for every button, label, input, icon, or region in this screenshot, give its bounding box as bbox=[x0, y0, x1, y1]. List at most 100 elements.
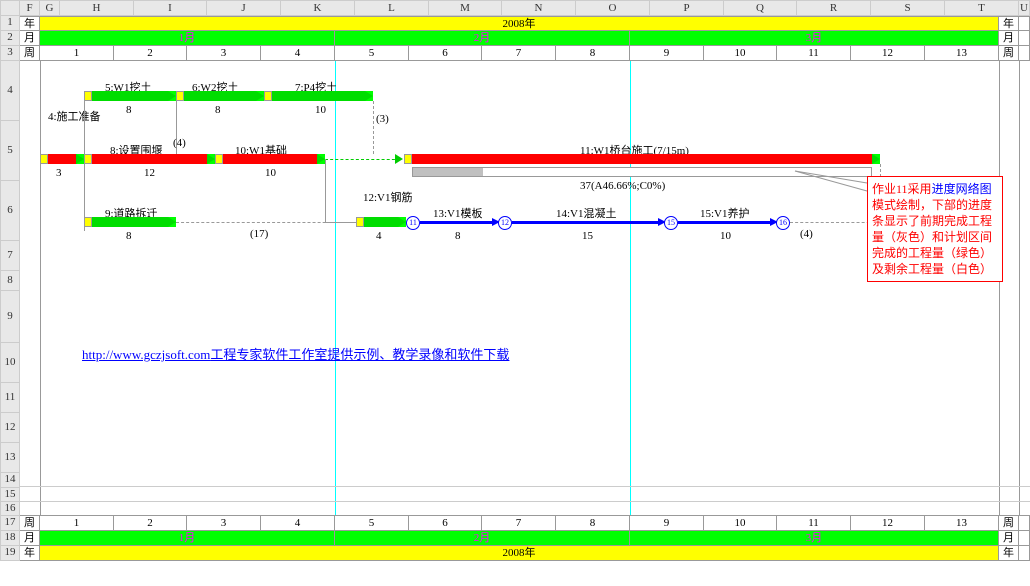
month-label-left: 月 bbox=[20, 31, 40, 45]
year-row-top: 年 2008年 年 bbox=[20, 16, 1030, 31]
row-14[interactable]: 14 bbox=[0, 473, 20, 488]
col-T[interactable]: T bbox=[945, 0, 1019, 16]
column-headers: F G H I J K L M N O P Q R S T U bbox=[0, 0, 1030, 16]
row-1[interactable]: 1 bbox=[0, 16, 20, 31]
week-row-top: 周 1 2 3 4 5 6 7 8 9 10 11 12 13 周 bbox=[20, 46, 1030, 61]
lag4a: (4) bbox=[173, 137, 186, 149]
task4-duration: 3 bbox=[56, 167, 62, 179]
row-8[interactable]: 8 bbox=[0, 271, 20, 291]
task6-bar bbox=[184, 91, 256, 101]
task14-duration: 15 bbox=[582, 230, 593, 242]
task13-label: 13:V1模板 bbox=[433, 205, 483, 221]
year-value-top: 2008年 bbox=[40, 17, 999, 30]
task12-label: 12:V1钢筋 bbox=[363, 192, 399, 205]
month-1-top: 1月 bbox=[40, 31, 335, 45]
task15-duration: 10 bbox=[720, 230, 731, 242]
cpm-node-12: 12 bbox=[498, 216, 512, 230]
gantt-chart: 4:施工准备 3 5:W1挖土 8 6:W2挖土 8 7:P4挖土 bbox=[20, 61, 1030, 516]
task5-duration: 8 bbox=[126, 104, 132, 116]
row-6[interactable]: 6 bbox=[0, 181, 20, 241]
spreadsheet: F G H I J K L M N O P Q R S T U 1 2 3 4 … bbox=[0, 0, 1030, 586]
task12-bar bbox=[364, 217, 398, 227]
row-11[interactable]: 11 bbox=[0, 383, 20, 413]
task5-node bbox=[84, 91, 92, 101]
lag17: (17) bbox=[250, 228, 268, 240]
col-I[interactable]: I bbox=[134, 0, 207, 16]
col-K[interactable]: K bbox=[281, 0, 355, 16]
website-link[interactable]: http://www.gczjsoft.com工程专家软件工作室提供示例、教学录… bbox=[82, 344, 509, 363]
row-4[interactable]: 4 bbox=[0, 61, 20, 121]
week-label-left: 周 bbox=[20, 46, 40, 60]
task9-bar bbox=[92, 217, 168, 227]
row-3[interactable]: 3 bbox=[0, 46, 20, 61]
task8-node bbox=[84, 154, 92, 164]
task6-duration: 8 bbox=[215, 104, 221, 116]
col-Q[interactable]: Q bbox=[724, 0, 797, 16]
row-15[interactable]: 15 bbox=[0, 488, 20, 502]
row-2[interactable]: 2 bbox=[0, 31, 20, 46]
lag4b: (4) bbox=[800, 228, 813, 240]
task10-node bbox=[215, 154, 223, 164]
task7-node bbox=[264, 91, 272, 101]
week-label-right: 周 bbox=[999, 46, 1019, 60]
cpm-node-15: 15 bbox=[664, 216, 678, 230]
col-R[interactable]: R bbox=[797, 0, 871, 16]
month-row-top: 月 1月 2月 3月 月 bbox=[20, 31, 1030, 46]
row-10[interactable]: 10 bbox=[0, 343, 20, 383]
task14-label: 14:V1混凝土 bbox=[556, 205, 617, 221]
cpm-node-16: 16 bbox=[776, 216, 790, 230]
col-O[interactable]: O bbox=[576, 0, 650, 16]
year-label-left: 年 bbox=[20, 17, 40, 30]
task8-bar bbox=[92, 154, 207, 164]
col-F[interactable]: F bbox=[20, 0, 40, 16]
task8-duration: 12 bbox=[144, 167, 155, 179]
task9-duration: 8 bbox=[126, 230, 132, 242]
lag3: (3) bbox=[376, 113, 389, 125]
year-label-right: 年 bbox=[999, 17, 1019, 30]
task11-node bbox=[404, 154, 412, 164]
col-N[interactable]: N bbox=[502, 0, 576, 16]
task10-duration: 10 bbox=[265, 167, 276, 179]
row-headers: 1 2 3 4 5 6 7 8 9 10 11 12 13 14 15 16 1… bbox=[0, 16, 20, 561]
annotation-box: 作业11采用进度网络图 模式绘制，下部的进度 条显示了前期完成工程 量（灰色）和… bbox=[867, 176, 1003, 282]
task4-label: 4:施工准备 bbox=[48, 111, 78, 124]
task12-duration: 4 bbox=[376, 230, 382, 242]
task15-label: 15:V1养护 bbox=[700, 205, 750, 221]
row-19[interactable]: 19 bbox=[0, 546, 20, 561]
task5-bar bbox=[92, 91, 168, 101]
month-3-top: 3月 bbox=[630, 31, 999, 45]
row-12[interactable]: 12 bbox=[0, 413, 20, 443]
month-2-top: 2月 bbox=[335, 31, 630, 45]
task4-node-start bbox=[40, 154, 48, 164]
row-7[interactable]: 7 bbox=[0, 241, 20, 271]
task7-duration: 10 bbox=[315, 104, 326, 116]
col-P[interactable]: P bbox=[650, 0, 724, 16]
row-17[interactable]: 17 bbox=[0, 516, 20, 531]
row-13[interactable]: 13 bbox=[0, 443, 20, 473]
month-label-right: 月 bbox=[999, 31, 1019, 45]
col-L[interactable]: L bbox=[355, 0, 429, 16]
col-H[interactable]: H bbox=[60, 0, 134, 16]
col-M[interactable]: M bbox=[429, 0, 502, 16]
row-16[interactable]: 16 bbox=[0, 502, 20, 516]
task9-node bbox=[84, 217, 92, 227]
week-row-bottom: 周 1 2 3 4 5 6 7 8 9 10 11 12 13 周 bbox=[20, 516, 1030, 531]
row-9[interactable]: 9 bbox=[0, 291, 20, 343]
cpm-node-11: 11 bbox=[406, 216, 420, 230]
col-J[interactable]: J bbox=[207, 0, 281, 16]
task10-bar bbox=[223, 154, 317, 164]
task12-node bbox=[356, 217, 364, 227]
task13-duration: 8 bbox=[455, 230, 461, 242]
year-row-bottom: 年 2008年 年 bbox=[20, 546, 1030, 561]
grid-area: 年 2008年 年 月 1月 2月 3月 月 周 1 2 3 4 5 6 7 8… bbox=[20, 16, 1030, 561]
month-row-bottom: 月 1月 2月 3月 月 bbox=[20, 531, 1030, 546]
task6-node bbox=[176, 91, 184, 101]
col-G[interactable]: G bbox=[40, 0, 60, 16]
task11-progress-text: 37(A46.66%;C0%) bbox=[580, 180, 665, 192]
row-18[interactable]: 18 bbox=[0, 531, 20, 546]
col-S[interactable]: S bbox=[871, 0, 945, 16]
col-U[interactable]: U bbox=[1019, 0, 1030, 16]
task4-bar bbox=[48, 154, 76, 164]
task7-bar bbox=[272, 91, 365, 101]
row-5[interactable]: 5 bbox=[0, 121, 20, 181]
